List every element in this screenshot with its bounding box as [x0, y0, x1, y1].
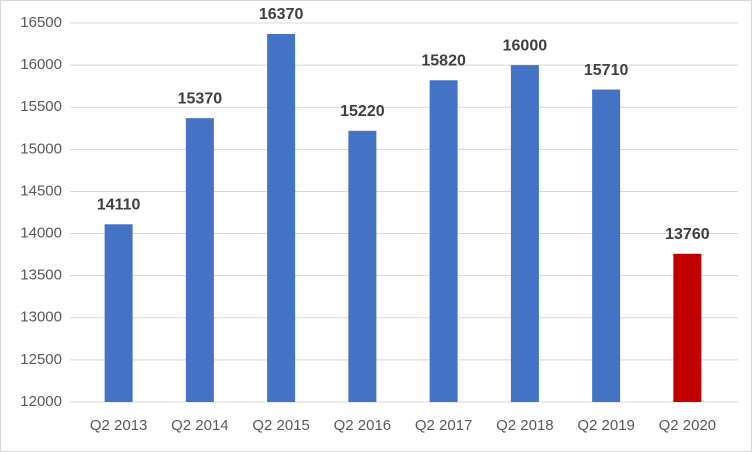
x-tick-label: Q2 2017	[415, 417, 473, 434]
value-label: 14110	[97, 197, 141, 214]
y-tick-label: 13500	[20, 267, 62, 284]
value-label: 15710	[584, 62, 629, 79]
bar	[429, 80, 458, 402]
y-tick-label: 15500	[20, 98, 62, 115]
value-label: 15820	[421, 52, 466, 69]
y-tick-label: 12500	[20, 351, 62, 368]
bar	[267, 33, 296, 403]
bar	[104, 224, 133, 402]
y-tick-label: 12000	[20, 393, 62, 410]
y-tick-label: 14500	[20, 182, 62, 199]
value-label: 13760	[665, 226, 710, 243]
bar	[348, 130, 377, 402]
y-tick-label: 15000	[20, 140, 62, 157]
x-tick-label: Q2 2018	[496, 417, 554, 434]
y-tick-label: 14000	[20, 225, 62, 242]
bar	[592, 89, 621, 402]
bar	[673, 253, 702, 402]
value-label: 16370	[259, 6, 304, 23]
x-tick-label: Q2 2016	[334, 417, 392, 434]
value-label: 16000	[503, 37, 548, 54]
x-tick-label: Q2 2014	[171, 417, 229, 434]
y-tick-label: 16500	[20, 14, 62, 31]
bar	[185, 118, 214, 402]
x-tick-label: Q2 2020	[659, 417, 717, 434]
value-label: 15220	[340, 103, 385, 120]
x-tick-label: Q2 2015	[252, 417, 310, 434]
y-tick-label: 16000	[20, 56, 62, 73]
x-tick-label: Q2 2019	[577, 417, 635, 434]
bar	[510, 65, 539, 402]
value-label: 15370	[178, 90, 223, 107]
x-tick-label: Q2 2013	[90, 417, 148, 434]
y-tick-label: 13000	[20, 309, 62, 326]
